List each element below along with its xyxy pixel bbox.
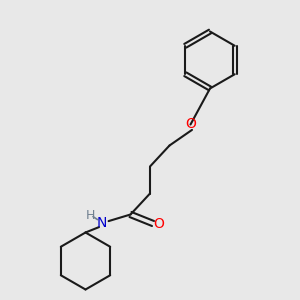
Text: N: N [97, 216, 107, 230]
Text: O: O [185, 118, 196, 131]
Text: O: O [153, 217, 164, 230]
Text: H: H [85, 208, 95, 222]
